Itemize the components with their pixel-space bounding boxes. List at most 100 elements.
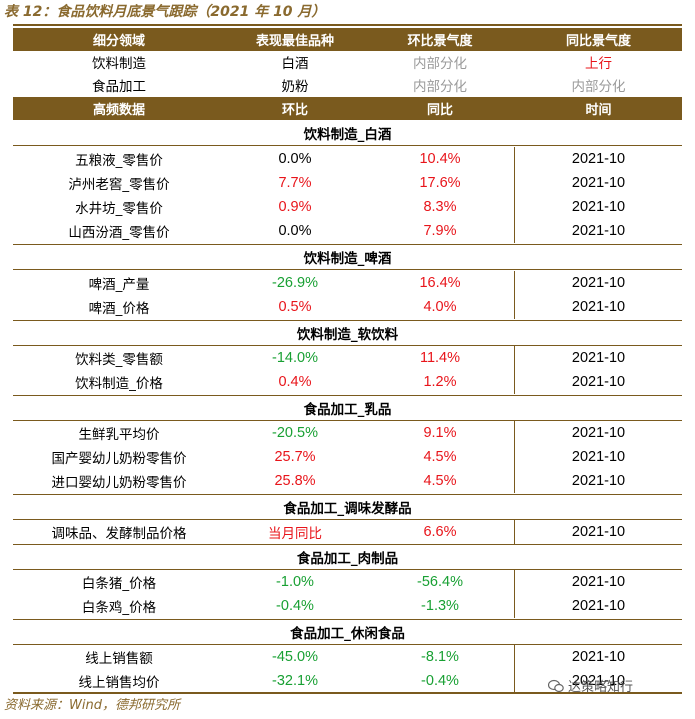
- mom-value: -20.5%: [272, 425, 318, 441]
- column-divider: [514, 570, 515, 594]
- summary-row: 饮料制造 白酒 内部分化 上行: [13, 50, 682, 74]
- table-row: 啤酒_价格 0.5% 4.0% 2021-10: [13, 295, 682, 319]
- yoy-value: 11.4%: [419, 350, 461, 366]
- header-cell: 表现最佳品种: [255, 34, 334, 49]
- divider: [13, 269, 682, 270]
- item-name: 线上销售均价: [78, 675, 160, 691]
- time-value: 2021-10: [571, 299, 626, 315]
- mom-value: -0.4%: [276, 598, 314, 614]
- mom-value: 0.4%: [278, 374, 312, 390]
- section-title: 食品加工_调味发酵品: [283, 501, 412, 517]
- time-value: 2021-10: [571, 151, 626, 167]
- mom-value: 当月同比: [268, 526, 322, 542]
- item-name: 五粮液_零售价: [75, 153, 163, 169]
- divider: [13, 145, 682, 146]
- section-title: 饮料制造_软饮料: [296, 327, 399, 343]
- top-rule: [13, 24, 682, 26]
- time-value: 2021-10: [571, 524, 626, 540]
- header-cell: 同比景气度: [565, 34, 631, 49]
- section-title: 食品加工_肉制品: [296, 551, 399, 567]
- table-row: 水井坊_零售价 0.9% 8.3% 2021-10: [13, 195, 682, 219]
- divider: [13, 569, 682, 570]
- yoy-value: 1.2%: [423, 374, 457, 390]
- yoy-value: 16.4%: [419, 275, 461, 291]
- time-value: 2021-10: [571, 673, 626, 689]
- best-cell: 奶粉: [281, 79, 309, 95]
- time-value: 2021-10: [571, 374, 626, 390]
- time-value: 2021-10: [571, 473, 626, 489]
- item-name: 山西汾酒_零售价: [68, 225, 170, 241]
- header-cell: 时间: [585, 103, 612, 118]
- yoy-value: -56.4%: [417, 574, 463, 590]
- mom-value: 0.0%: [278, 223, 312, 239]
- mom-cell: 内部分化: [413, 56, 467, 72]
- time-value: 2021-10: [571, 175, 626, 191]
- yoy-value: 6.6%: [423, 524, 457, 540]
- time-value: 2021-10: [571, 350, 626, 366]
- divider: [13, 395, 682, 396]
- time-value: 2021-10: [571, 275, 626, 291]
- table-row: 山西汾酒_零售价 0.0% 7.9% 2021-10: [13, 219, 682, 243]
- source-note: 资料来源：Wind，德邦研究所: [4, 698, 180, 713]
- column-divider: [514, 370, 515, 394]
- mom-value: 25.7%: [274, 449, 316, 465]
- mom-value: -26.9%: [272, 275, 318, 291]
- column-divider: [514, 645, 515, 669]
- header-cell: 同比: [426, 103, 453, 118]
- divider: [13, 619, 682, 620]
- mom-value: -1.0%: [276, 574, 314, 590]
- column-divider: [514, 271, 515, 295]
- data-header: 高频数据 环比 同比 时间: [13, 97, 682, 120]
- time-value: 2021-10: [571, 449, 626, 465]
- wechat-icon: [548, 679, 564, 692]
- header-cell: 环比景气度: [407, 34, 473, 49]
- item-name: 饮料类_零售额: [75, 352, 163, 368]
- yoy-value: 17.6%: [419, 175, 461, 191]
- column-divider: [514, 669, 515, 693]
- area-cell: 饮料制造: [92, 56, 146, 72]
- column-divider: [514, 195, 515, 219]
- item-name: 白条鸡_价格: [81, 600, 157, 616]
- table-row: 饮料类_零售额 -14.0% 11.4% 2021-10: [13, 346, 682, 370]
- column-divider: [514, 421, 515, 445]
- table-row: 啤酒_产量 -26.9% 16.4% 2021-10: [13, 271, 682, 295]
- header-cell: 高频数据: [92, 103, 145, 118]
- mom-value: 7.7%: [278, 175, 312, 191]
- divider: [13, 420, 682, 421]
- section-title: 饮料制造_啤酒: [303, 251, 392, 267]
- watermark-text: 达策略知行: [568, 680, 634, 695]
- divider: [13, 244, 682, 245]
- table-row: 五粮液_零售价 0.0% 10.4% 2021-10: [13, 147, 682, 171]
- divider: [13, 644, 682, 645]
- column-divider: [514, 346, 515, 370]
- best-cell: 白酒: [281, 56, 309, 72]
- mom-value: 0.5%: [278, 299, 312, 315]
- mom-cell: 内部分化: [413, 79, 467, 95]
- column-divider: [514, 219, 515, 243]
- summary-header: 细分领域 表现最佳品种 环比景气度 同比景气度: [13, 28, 682, 51]
- yoy-value: 10.4%: [419, 151, 461, 167]
- mom-value: 25.8%: [274, 473, 316, 489]
- item-name: 饮料制造_价格: [75, 376, 163, 392]
- table-row: 饮料制造_价格 0.4% 1.2% 2021-10: [13, 370, 682, 394]
- table-row: 生鲜乳平均价 -20.5% 9.1% 2021-10: [13, 421, 682, 445]
- table-row: 线上销售额 -45.0% -8.1% 2021-10: [13, 645, 682, 669]
- item-name: 泸州老窖_零售价: [68, 177, 170, 193]
- mom-value: 0.9%: [278, 199, 312, 215]
- mom-value: -32.1%: [272, 673, 318, 689]
- table-row: 进口婴幼儿奶粉零售价 25.8% 4.5% 2021-10: [13, 469, 682, 493]
- table-row: 国产婴幼儿奶粉零售价 25.7% 4.5% 2021-10: [13, 445, 682, 469]
- mom-value: -14.0%: [272, 350, 318, 366]
- column-divider: [514, 147, 515, 171]
- yoy-value: 4.5%: [423, 473, 457, 489]
- yoy-cell: 上行: [585, 56, 612, 72]
- time-value: 2021-10: [571, 425, 626, 441]
- yoy-value: 9.1%: [423, 425, 457, 441]
- yoy-value: -8.1%: [421, 649, 459, 665]
- divider: [13, 345, 682, 346]
- divider: [13, 494, 682, 495]
- time-value: 2021-10: [571, 598, 626, 614]
- divider: [13, 320, 682, 321]
- column-divider: [514, 469, 515, 493]
- divider: [13, 544, 682, 545]
